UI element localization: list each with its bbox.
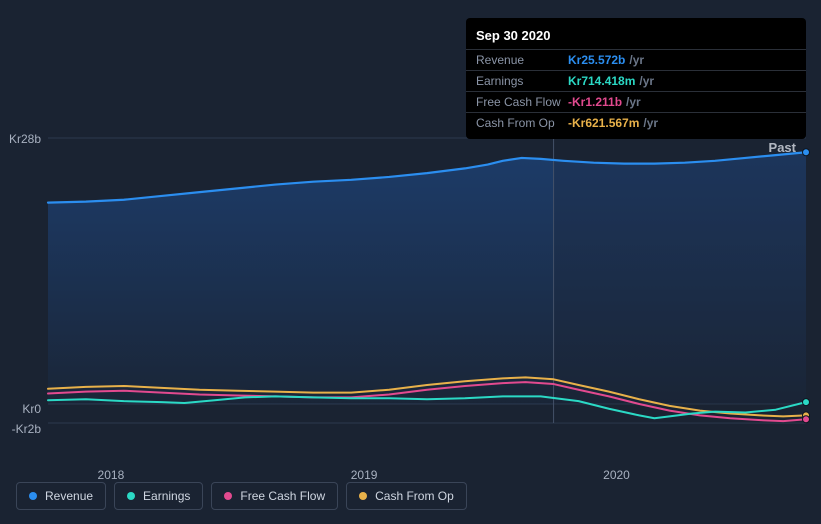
x-axis-label: 2020: [603, 468, 630, 482]
legend-item-cash-from-op[interactable]: Cash From Op: [346, 482, 467, 510]
legend-dot-icon: [127, 492, 135, 500]
legend-label: Free Cash Flow: [240, 489, 325, 503]
y-axis-label: Kr28b: [1, 132, 41, 146]
x-axis-label: 2018: [98, 468, 125, 482]
legend-label: Earnings: [143, 489, 190, 503]
tooltip-metric-value: Kr714.418m/yr: [568, 74, 654, 88]
earnings-chart: Past Kr28bKr0-Kr2b201820192020: [0, 120, 821, 460]
legend-dot-icon: [224, 492, 232, 500]
tooltip-metric-label: Revenue: [476, 53, 568, 67]
tooltip-row: RevenueKr25.572b/yr: [466, 49, 806, 70]
tooltip-metric-label: Free Cash Flow: [476, 95, 568, 109]
tooltip-metric-unit: /yr: [626, 95, 641, 109]
tooltip-date: Sep 30 2020: [466, 24, 806, 49]
legend: Revenue Earnings Free Cash Flow Cash From O…: [16, 482, 467, 510]
legend-label: Revenue: [45, 489, 93, 503]
legend-dot-icon: [359, 492, 367, 500]
tooltip-metric-unit: /yr: [643, 116, 658, 130]
chart-tooltip: Sep 30 2020 RevenueKr25.572b/yrEarningsK…: [466, 18, 806, 139]
legend-item-free-cash-flow[interactable]: Free Cash Flow: [211, 482, 338, 510]
tooltip-metric-unit: /yr: [629, 53, 644, 67]
tooltip-metric-value: -Kr621.567m/yr: [568, 116, 658, 130]
legend-label: Cash From Op: [375, 489, 454, 503]
tooltip-metric-label: Earnings: [476, 74, 568, 88]
y-axis-label: Kr0: [1, 402, 41, 416]
tooltip-row: EarningsKr714.418m/yr: [466, 70, 806, 91]
legend-item-earnings[interactable]: Earnings: [114, 482, 203, 510]
x-axis-label: 2019: [351, 468, 378, 482]
legend-dot-icon: [29, 492, 37, 500]
tooltip-metric-unit: /yr: [639, 74, 654, 88]
y-axis-label: -Kr2b: [1, 422, 41, 436]
tooltip-metric-label: Cash From Op: [476, 116, 568, 130]
plot-area[interactable]: Past: [48, 138, 806, 423]
legend-item-revenue[interactable]: Revenue: [16, 482, 106, 510]
tooltip-metric-value: -Kr1.211b/yr: [568, 95, 641, 109]
tooltip-metric-value: Kr25.572b/yr: [568, 53, 644, 67]
tooltip-row: Cash From Op-Kr621.567m/yr: [466, 112, 806, 133]
tooltip-row: Free Cash Flow-Kr1.211b/yr: [466, 91, 806, 112]
